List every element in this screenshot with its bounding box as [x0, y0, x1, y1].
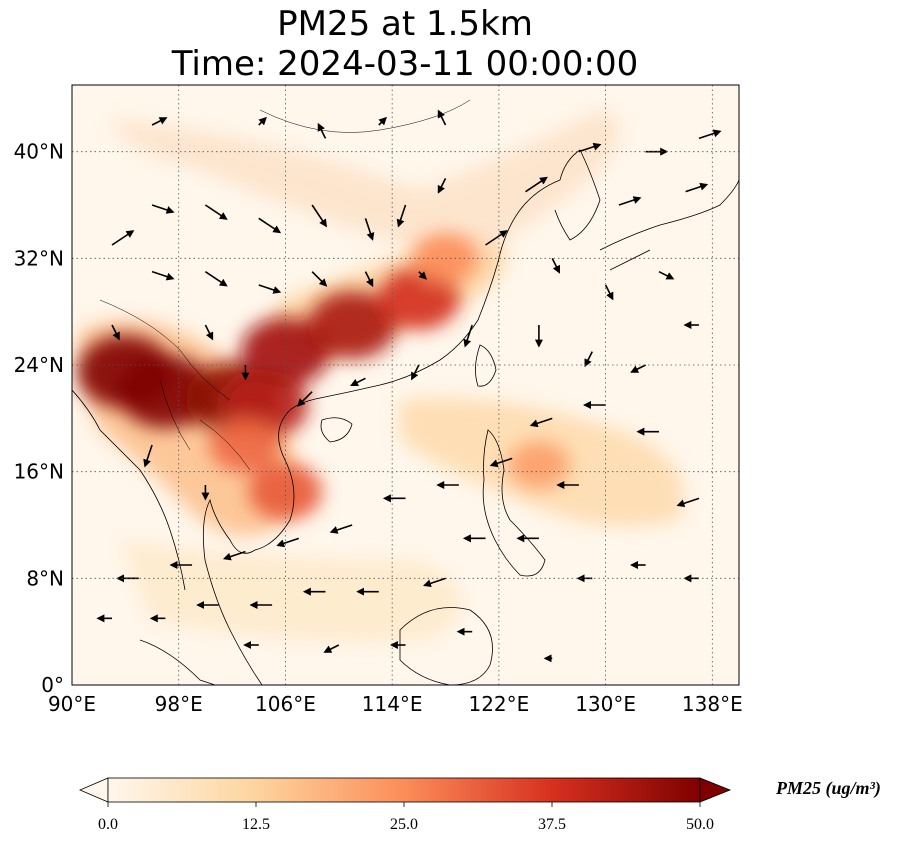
colorbar-extend-low — [78, 777, 109, 803]
wind-arrow — [151, 204, 175, 214]
longitude-tick-label: 130°E — [575, 692, 636, 716]
wind-arrow — [329, 524, 353, 534]
longitude-tick-label: 122°E — [468, 692, 529, 716]
coastline-sumatra — [139, 639, 216, 685]
wind-arrow — [658, 270, 675, 280]
longitude-tick-label: 106°E — [255, 692, 316, 716]
colorbar: 0.0 12.5 25.0 37.5 50.0 — [78, 777, 732, 833]
wind-arrow — [258, 217, 282, 234]
wind-arrow — [584, 351, 593, 368]
coastline-japan — [599, 179, 739, 271]
longitude-tick-label: 98°E — [155, 692, 203, 716]
wind-arrow — [525, 176, 548, 193]
latitude-tick-label: 24°N — [14, 353, 64, 377]
wind-arrow — [551, 257, 560, 274]
latitude-tick-labels: 0° 8°N 16°N 24°N 32°N 40°N — [14, 140, 64, 697]
wind-arrow — [618, 196, 642, 206]
colorbar-tick-label: 37.5 — [538, 816, 566, 833]
wind-arrow — [463, 324, 473, 348]
latitude-tick-label: 0° — [41, 673, 64, 697]
latitude-tick-label: 40°N — [14, 140, 64, 164]
longitude-tick-labels: 90°E 98°E 106°E 114°E 122°E 130°E 138°E — [48, 692, 743, 716]
wind-arrow — [151, 117, 168, 126]
coastline-bohai-korea — [497, 149, 601, 263]
wind-arrow — [111, 324, 120, 341]
wind-arrow — [258, 284, 282, 294]
colorbar-tick-label: 0.0 — [98, 816, 118, 833]
plot-title: PM25 at 1.5km Time: 2024-03-11 00:00:00 — [0, 4, 810, 84]
wind-arrow — [364, 271, 374, 288]
wind-arrow — [323, 644, 340, 653]
wind-arrow — [418, 271, 427, 280]
wind-arrow — [276, 537, 300, 548]
wind-arrow — [296, 391, 313, 407]
longitude-tick-label: 90°E — [48, 692, 96, 716]
wind-arrow — [350, 377, 366, 387]
coastline-myanmar — [72, 389, 186, 591]
colorbar-gradient — [107, 777, 701, 803]
coastline-taiwan — [475, 344, 497, 387]
wind-arrow — [378, 116, 387, 126]
wind-arrow — [311, 204, 328, 228]
wind-arrow — [578, 142, 602, 153]
latitude-tick-label: 8°N — [26, 566, 64, 590]
wind-arrow — [489, 457, 513, 468]
wind-arrow — [604, 284, 614, 301]
title-line-time: Time: 2024-03-11 00:00:00 — [171, 44, 639, 84]
wind-arrow — [630, 364, 646, 373]
wind-arrow — [204, 324, 214, 341]
wind-arrow — [151, 270, 175, 281]
wind-arrow — [204, 204, 228, 220]
title-line-variable: PM25 at 1.5km — [277, 4, 533, 44]
wind-arrow — [698, 129, 722, 140]
wind-arrow — [258, 116, 267, 126]
coastline-hainan — [320, 417, 353, 443]
coastline-borneo — [399, 607, 493, 685]
wind-arrow — [317, 122, 327, 139]
wind-arrow — [311, 271, 328, 287]
wind-arrow — [204, 271, 228, 287]
wind-arrow — [143, 444, 153, 468]
map-frame — [71, 84, 740, 686]
pm25-hotspot — [507, 441, 570, 489]
wind-arrow — [364, 218, 375, 241]
latitude-tick-label: 16°N — [14, 460, 64, 484]
map-gridlines — [72, 85, 739, 685]
coastline-inland-borders — [99, 99, 471, 471]
coastline-indochina — [202, 409, 295, 685]
wind-arrow — [411, 364, 420, 381]
wind-arrow — [222, 550, 246, 561]
wind-arrow — [676, 497, 700, 508]
wind-arrow — [529, 417, 553, 428]
map-panel — [71, 84, 740, 686]
pm25-hotspot — [308, 291, 397, 359]
pm25-hotspot — [209, 417, 282, 473]
colorbar-tick-label: 50.0 — [686, 816, 714, 833]
wind-arrow — [111, 230, 135, 246]
wind-arrow — [423, 577, 446, 588]
longitude-tick-label: 138°E — [682, 692, 743, 716]
colorbar-tick-label: 25.0 — [390, 816, 418, 833]
wind-vectors — [96, 109, 722, 663]
wind-arrow — [396, 204, 407, 228]
wind-arrow — [485, 230, 508, 246]
wind-arrow — [437, 109, 447, 126]
colorbar-label: PM25 (ug/m³) — [776, 778, 881, 798]
wind-arrow — [685, 182, 709, 193]
coastline-china — [289, 261, 499, 411]
latitude-tick-label: 32°N — [14, 246, 64, 270]
longitude-tick-label: 114°E — [362, 692, 423, 716]
colorbar-tick-labels: 0.0 12.5 25.0 37.5 50.0 — [98, 802, 714, 833]
haze-band-south — [120, 540, 463, 643]
coastline-philippines — [482, 429, 546, 577]
colorbar-tick-label: 12.5 — [242, 816, 270, 833]
pm25-concentration-field — [77, 110, 684, 643]
pm25-hotspot — [248, 463, 323, 521]
haze-band-north — [110, 110, 620, 260]
colorbar-extend-high — [699, 777, 732, 803]
coastlines — [72, 99, 739, 685]
wind-arrow — [437, 177, 447, 194]
